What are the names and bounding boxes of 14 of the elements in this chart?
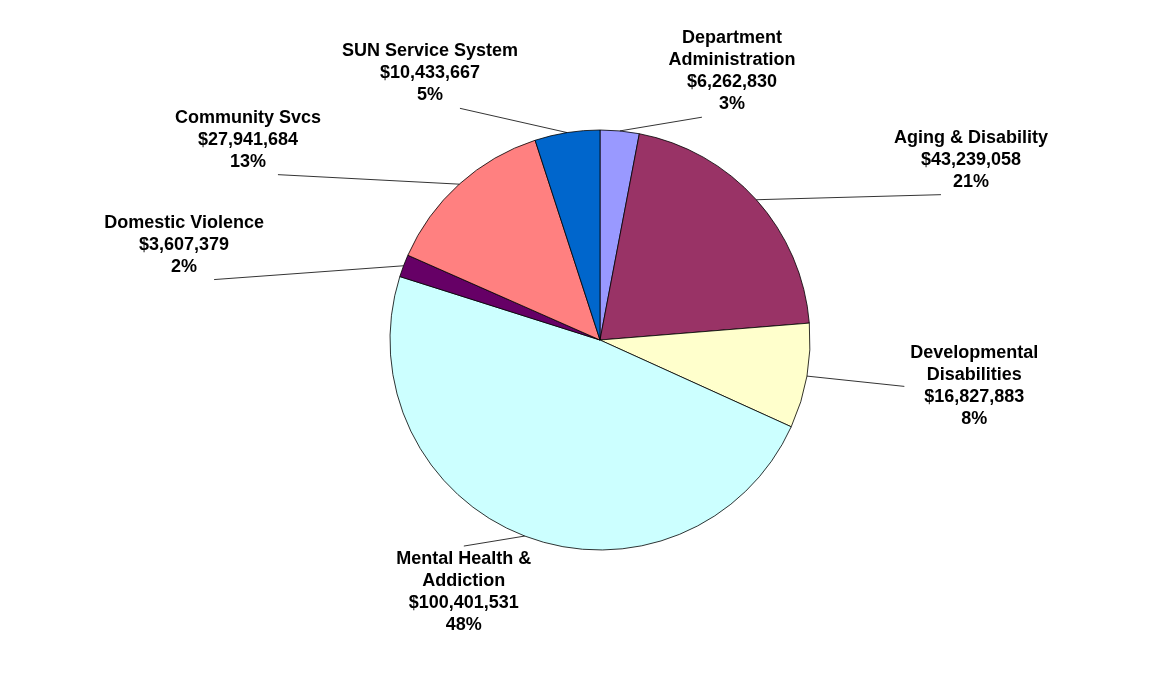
slice-label: Community Svcs (174, 106, 321, 127)
data-label: $3,607,379 2% (139, 233, 230, 276)
slice-label: Domestic Violence (104, 211, 264, 232)
slice-label: Mental Health & Addiction (396, 547, 532, 590)
data-label: $16,827,883 8% (924, 386, 1025, 429)
data-label: $43,239,058 21% (920, 148, 1022, 191)
slice-label: Developmental Disabilities (910, 342, 1039, 385)
slice-label: Department Administration (668, 26, 796, 69)
data-label: $100,401,531 48% (408, 591, 519, 634)
data-label: $27,941,684 13% (197, 128, 298, 171)
slice-label: SUN Service System (341, 40, 518, 61)
slice-label: Aging & Disability (893, 126, 1048, 147)
data-label: $6,262,830 3% (686, 70, 777, 113)
data-label: $10,433,667 5% (379, 62, 480, 105)
